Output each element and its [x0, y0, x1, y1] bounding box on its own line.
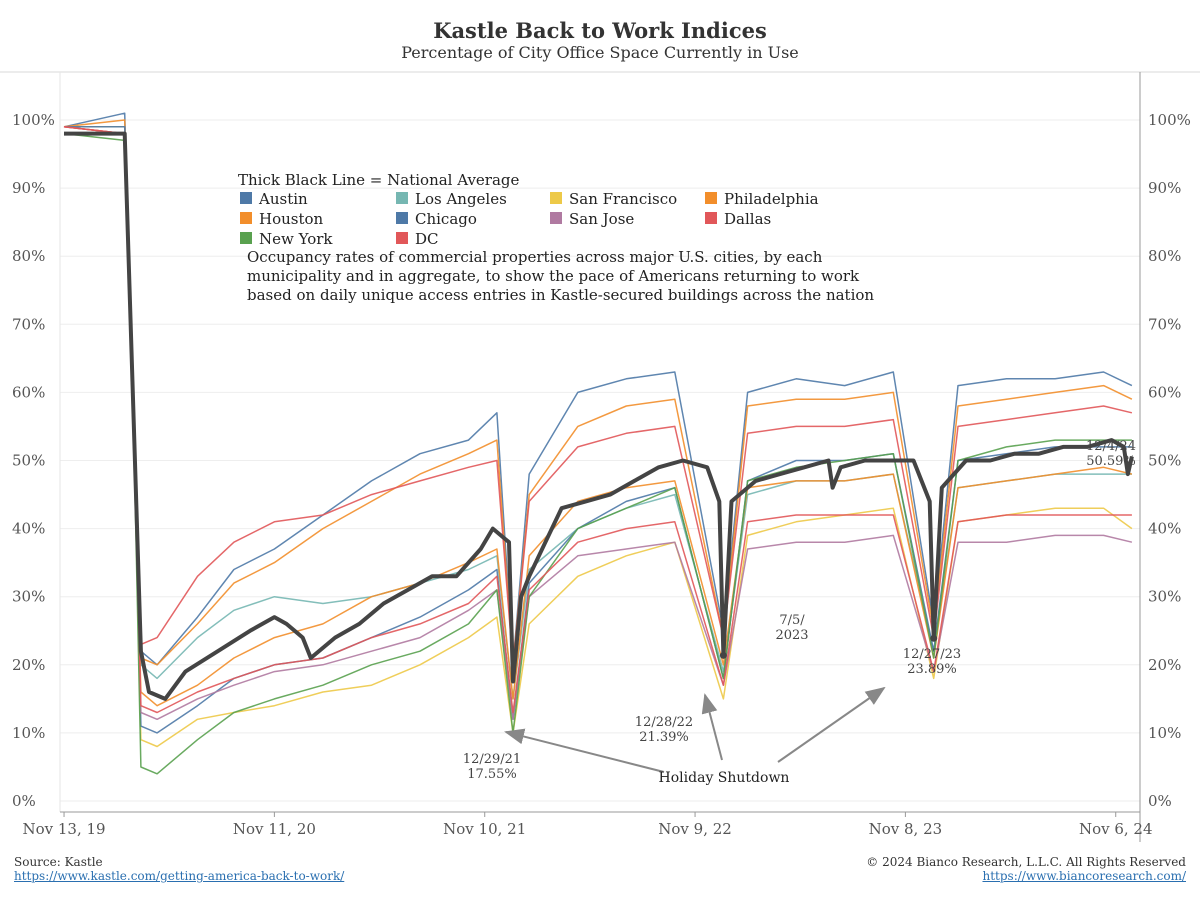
- legend-label: Los Angeles: [415, 190, 507, 208]
- annotation-label: 7/5/: [779, 613, 805, 628]
- legend-label: New York: [259, 230, 333, 248]
- annotation-marker: [930, 634, 938, 642]
- y-tick-label-right: 80%: [1148, 247, 1181, 265]
- legend-label: Houston: [259, 210, 324, 228]
- y-tick-label-left: 40%: [12, 520, 45, 538]
- annotation-label: 17.55%: [467, 767, 517, 782]
- annotation-label: 23.89%: [907, 662, 957, 677]
- y-tick-label-left: 0%: [12, 792, 36, 810]
- legend-label: San Jose: [569, 210, 634, 228]
- grid-lines: [60, 119, 1140, 802]
- legend-swatch: [550, 192, 562, 204]
- legend-swatch: [396, 192, 408, 204]
- annotation-label: 12/29/21: [463, 752, 521, 767]
- series-line-new-york: [63, 132, 1132, 775]
- series-line-houston: [63, 119, 1133, 666]
- annotation-label: 12/27/23: [903, 647, 961, 662]
- annotation-label: 50.59%: [1086, 454, 1136, 469]
- legend: Thick Black Line = National AverageAusti…: [238, 171, 874, 304]
- x-tick-label: Nov 9, 22: [658, 820, 732, 838]
- annotation-label: 12/4/24: [1086, 439, 1136, 454]
- legend-label: Dallas: [724, 210, 771, 228]
- y-tick-label-left: 70%: [12, 315, 45, 333]
- chart-description-line: municipality and in aggregate, to show t…: [247, 267, 860, 285]
- national-average-group: [64, 131, 1134, 701]
- series-line-dc: [63, 126, 1132, 714]
- source-link[interactable]: https://www.kastle.com/getting-america-b…: [14, 869, 345, 883]
- chart-title: Kastle Back to Work Indices: [433, 18, 767, 43]
- holiday-arrow-2021: [504, 728, 665, 773]
- y-tick-label-left: 60%: [12, 383, 45, 401]
- x-tick-label: Nov 13, 19: [22, 820, 105, 838]
- chart-description-line: Occupancy rates of commercial properties…: [247, 248, 823, 266]
- series-lines: [63, 112, 1133, 775]
- y-tick-label-left: 90%: [12, 179, 45, 197]
- source-label: Source: Kastle: [14, 855, 103, 869]
- series-line-austin: [63, 112, 1133, 666]
- y-tick-label-right: 70%: [1148, 315, 1181, 333]
- holiday-arrow-2022: [701, 693, 723, 761]
- legend-label: San Francisco: [569, 190, 677, 208]
- legend-swatch: [240, 192, 252, 204]
- website-link[interactable]: https://www.biancoresearch.com/: [982, 869, 1186, 883]
- series-line-philadelphia: [63, 126, 1133, 707]
- legend-label: DC: [415, 230, 439, 248]
- x-tick-label: Nov 10, 21: [443, 820, 526, 838]
- y-tick-label-right: 50%: [1148, 452, 1181, 470]
- y-tick-label-left: 30%: [12, 588, 45, 606]
- legend-swatch: [396, 232, 408, 244]
- y-tick-label-right: 20%: [1148, 656, 1181, 674]
- y-tick-label-right: 40%: [1148, 520, 1181, 538]
- legend-swatch: [396, 212, 408, 224]
- y-tick-label-right: 100%: [1148, 111, 1191, 129]
- holiday-shutdown-label: Holiday Shutdown: [659, 770, 790, 786]
- x-tick-label: Nov 11, 20: [233, 820, 316, 838]
- legend-swatch: [705, 212, 717, 224]
- x-tick-label: Nov 8, 23: [869, 820, 943, 838]
- annotation-label: 21.39%: [639, 730, 689, 745]
- legend-swatch: [550, 212, 562, 224]
- y-tick-label-left: 80%: [12, 247, 45, 265]
- y-tick-label-right: 0%: [1148, 792, 1172, 810]
- holiday-arrow-2023: [777, 686, 886, 763]
- national-average-line: [64, 131, 1134, 701]
- legend-swatch: [240, 232, 252, 244]
- y-tick-label-left: 50%: [12, 452, 45, 470]
- chart-subtitle: Percentage of City Office Space Currentl…: [401, 43, 799, 62]
- legend-title: Thick Black Line = National Average: [238, 171, 520, 189]
- legend-swatch: [240, 212, 252, 224]
- annotation-marker: [719, 651, 727, 659]
- chart-description-line: based on daily unique access entries in …: [247, 286, 874, 304]
- copyright-text: © 2024 Bianco Research, L.L.C. All Right…: [866, 855, 1186, 869]
- y-tick-label-right: 90%: [1148, 179, 1181, 197]
- legend-swatch: [705, 192, 717, 204]
- y-tick-label-right: 10%: [1148, 724, 1181, 742]
- legend-label: Philadelphia: [724, 190, 819, 208]
- legend-label: Chicago: [415, 210, 477, 228]
- legend-label: Austin: [258, 190, 308, 208]
- y-tick-label-left: 100%: [12, 111, 55, 129]
- series-line-dallas: [63, 126, 1133, 666]
- annotation-label: 2023: [775, 628, 808, 643]
- y-tick-label-left: 10%: [12, 724, 45, 742]
- y-tick-label-right: 60%: [1148, 383, 1181, 401]
- annotation-label: 12/28/22: [635, 715, 693, 730]
- x-tick-label: Nov 6, 24: [1079, 820, 1153, 838]
- y-tick-label-right: 30%: [1148, 588, 1181, 606]
- axes: 0% 0% 10% 10% 20% 20% 30% 30% 40% 40% 50% 50% 60% 60%…: [0, 71, 1200, 842]
- y-tick-label-left: 20%: [12, 656, 45, 674]
